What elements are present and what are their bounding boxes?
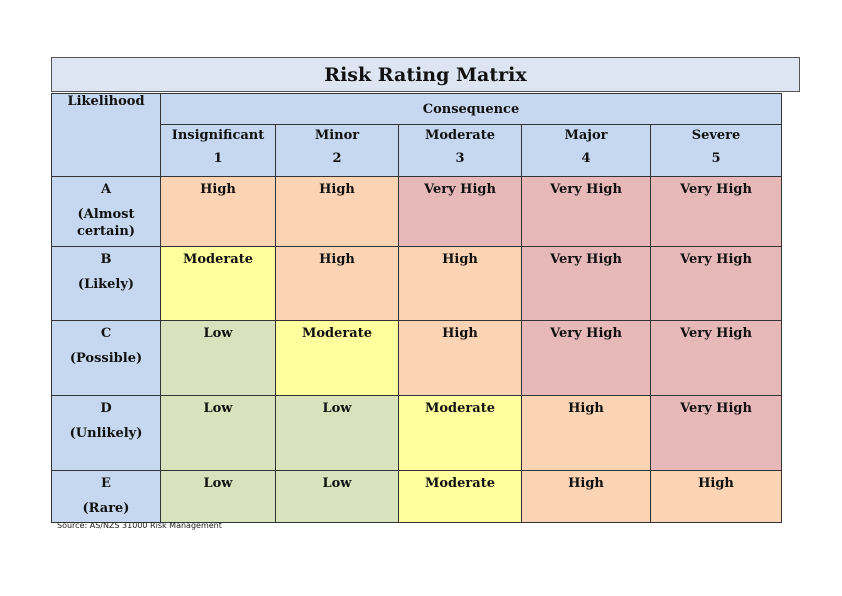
column-label: Insignificant [171,128,265,143]
column-number: 3 [455,151,465,166]
rating-cell: Very High [650,395,782,471]
row-description: (Likely) [77,277,135,292]
rating-label: Very High [680,326,752,341]
column-label: Moderate [425,128,495,143]
rating-label: Low [203,326,233,341]
row-description: (Rare) [82,501,130,516]
column-number: 1 [213,151,223,166]
rating-cell: High [160,176,276,247]
consequence-header-row: Likelihood Consequence [51,93,782,177]
rating-label: Low [203,476,233,491]
rating-label: Moderate [183,252,253,267]
row-header: E (Rare) [51,470,161,523]
row-header: B (Likely) [51,246,161,321]
risk-matrix-table: Likelihood Consequence Insignificant 1 M… [51,93,782,523]
row-letter: B [100,252,112,267]
rating-label: Very High [550,182,622,197]
column-label: Severe [691,128,741,143]
rating-label: Low [322,401,352,416]
rating-label: Very High [550,326,622,341]
rating-cell: High [521,395,651,471]
rating-cell: High [275,246,399,321]
likelihood-row-c: C (Possible) Low Moderate High Very High… [51,320,782,396]
row-header: D (Unlikely) [51,395,161,471]
rating-label: Very High [550,252,622,267]
consequence-columns-row: Insignificant 1 Minor 2 Moderate 3 Major… [52,124,782,177]
rating-label: Moderate [425,476,495,491]
column-header-major: Major 4 [521,124,651,177]
rating-cell: Very High [521,320,651,396]
rating-cell: Low [160,470,276,523]
row-description: (Possible) [69,351,143,366]
rating-label: Very High [680,401,752,416]
matrix-title: Risk Rating Matrix [51,57,800,92]
rating-label: High [568,401,604,416]
rating-label: Very High [424,182,496,197]
row-letter: E [101,476,111,491]
rating-cell: Very High [650,246,782,321]
rating-cell: Very High [521,246,651,321]
likelihood-header: Likelihood [51,93,161,177]
consequence-header: Consequence [160,93,782,125]
column-label: Minor [314,128,360,143]
rating-label: High [442,326,478,341]
rating-cell: High [275,176,399,247]
row-letter: A [100,182,112,197]
row-header: C (Possible) [51,320,161,396]
likelihood-row-b: B (Likely) Moderate High High Very High … [51,246,782,321]
rating-label: Very High [680,182,752,197]
rating-cell: Low [275,395,399,471]
column-number: 4 [581,151,591,166]
column-number: 5 [711,151,721,166]
row-header: A (Almost certain) [51,176,161,247]
rating-label: High [200,182,236,197]
row-description: (Almost certain) [76,207,135,239]
rating-cell: Very High [650,320,782,396]
rating-cell: Low [160,320,276,396]
rating-cell: Very High [521,176,651,247]
rating-label: High [698,476,734,491]
likelihood-row-d: D (Unlikely) Low Low Moderate High Very … [51,395,782,471]
rating-label: High [319,182,355,197]
column-number: 2 [332,151,342,166]
column-header-minor: Minor 2 [275,124,399,177]
rating-cell: Very High [650,176,782,247]
rating-cell: High [521,470,651,523]
row-letter: C [100,326,112,341]
rating-cell: High [650,470,782,523]
rating-label: Moderate [425,401,495,416]
rating-cell: High [398,320,522,396]
rating-label: Moderate [302,326,372,341]
row-description: (Unlikely) [69,426,143,441]
row-letter: D [100,401,112,416]
column-header-insignificant: Insignificant 1 [160,124,276,177]
rating-label: High [319,252,355,267]
column-header-severe: Severe 5 [650,124,782,177]
rating-cell: High [398,246,522,321]
rating-cell: Moderate [398,395,522,471]
rating-label: High [442,252,478,267]
column-label: Major [564,128,608,143]
rating-label: High [568,476,604,491]
likelihood-row-e: E (Rare) Low Low Moderate High High [51,470,782,523]
rating-cell: Moderate [275,320,399,396]
rating-cell: Low [160,395,276,471]
rating-cell: Low [275,470,399,523]
rating-label: Low [203,401,233,416]
likelihood-row-a: A (Almost certain) High High Very High V… [51,176,782,247]
rating-cell: Moderate [398,470,522,523]
rating-label: Very High [680,252,752,267]
column-header-moderate: Moderate 3 [398,124,522,177]
rating-label: Low [322,476,352,491]
rating-cell: Very High [398,176,522,247]
source-note: Source: AS/NZS 31000 Risk Management [57,521,222,530]
rating-cell: Moderate [160,246,276,321]
